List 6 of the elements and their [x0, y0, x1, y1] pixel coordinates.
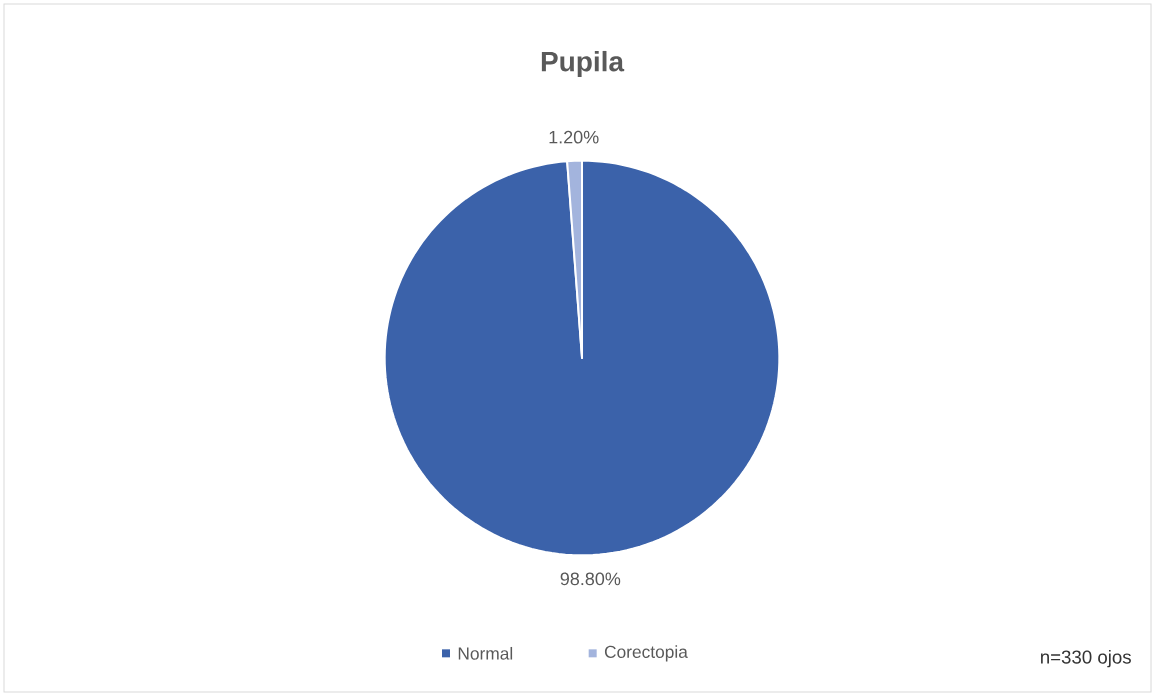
legend-label: Normal: [458, 646, 513, 660]
legend-label: Corectopia: [604, 645, 688, 662]
data-label: 1.20%: [549, 130, 599, 144]
data-label: 98.80%: [560, 572, 621, 586]
text: n=330 ojos: [1041, 649, 1131, 668]
chart-title: Pupila: [541, 50, 625, 78]
